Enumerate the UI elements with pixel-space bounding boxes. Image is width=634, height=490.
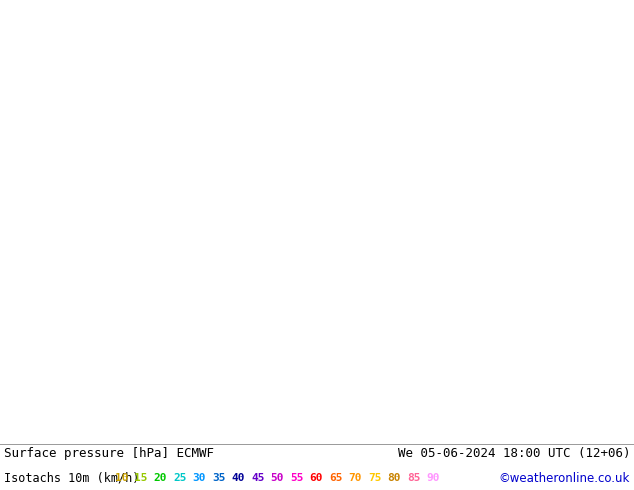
Text: 10: 10: [115, 473, 128, 483]
Text: 35: 35: [212, 473, 226, 483]
Text: 15: 15: [134, 473, 148, 483]
Text: 50: 50: [271, 473, 284, 483]
Text: 25: 25: [173, 473, 186, 483]
Text: 80: 80: [387, 473, 401, 483]
Text: 70: 70: [349, 473, 362, 483]
Text: ©weatheronline.co.uk: ©weatheronline.co.uk: [498, 472, 630, 485]
Text: 60: 60: [309, 473, 323, 483]
Text: 85: 85: [407, 473, 420, 483]
Text: 20: 20: [153, 473, 167, 483]
Text: 40: 40: [231, 473, 245, 483]
Text: Isotachs 10m (km/h): Isotachs 10m (km/h): [4, 472, 139, 485]
Text: 30: 30: [193, 473, 206, 483]
Text: 75: 75: [368, 473, 382, 483]
Text: Surface pressure [hPa] ECMWF: Surface pressure [hPa] ECMWF: [4, 447, 214, 460]
Text: 55: 55: [290, 473, 304, 483]
Text: 45: 45: [251, 473, 264, 483]
Text: 90: 90: [427, 473, 440, 483]
Text: We 05-06-2024 18:00 UTC (12+06): We 05-06-2024 18:00 UTC (12+06): [398, 447, 630, 460]
Text: 65: 65: [329, 473, 342, 483]
